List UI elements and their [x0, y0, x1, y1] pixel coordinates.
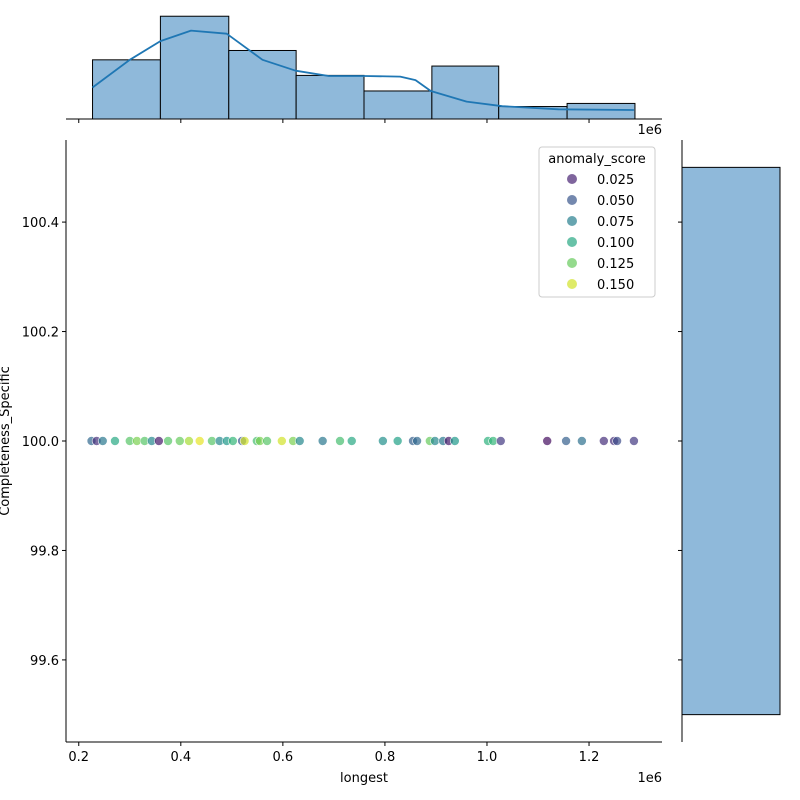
scatter-point [335, 436, 345, 446]
top-marginal-histogram [66, 15, 662, 123]
scatter-point [184, 436, 194, 446]
x-tick-label: 0.2 [68, 750, 89, 765]
scatter-point [561, 436, 571, 446]
legend-label: 0.050 [597, 194, 634, 209]
legend-title: anomaly_score [548, 152, 646, 167]
scatter-point [194, 436, 205, 446]
scatter-point [317, 436, 328, 446]
top-histogram-bar [431, 65, 500, 120]
scatter-point [262, 436, 272, 446]
legend-marker [567, 279, 577, 289]
x-axis-label: longest [340, 771, 388, 786]
legend-marker [567, 195, 577, 205]
scatter-point [228, 436, 238, 446]
scatter-point [97, 436, 108, 446]
scatter-point [154, 436, 164, 446]
x-tick-label: 0.4 [170, 750, 191, 765]
y-tick-label: 100.0 [22, 435, 59, 450]
scatter-point [110, 436, 120, 446]
legend-marker [567, 258, 577, 268]
scatter-point [430, 436, 440, 446]
top-histogram-bar [92, 59, 161, 120]
kde-curve [91, 29, 634, 111]
scatter-point [599, 436, 609, 446]
top-histogram-bar [295, 74, 365, 120]
legend-label: 0.150 [597, 278, 634, 293]
legend-label: 0.125 [597, 257, 634, 272]
top-histogram-bar [363, 90, 433, 120]
scatter-point [542, 436, 552, 446]
top-histogram-bar [566, 102, 636, 120]
y-tick-label: 100.4 [22, 216, 59, 231]
x-tick-label: 0.8 [375, 750, 396, 765]
scatter-point [346, 436, 357, 446]
legend-label: 0.025 [597, 173, 634, 188]
right-marginal-histogram [678, 140, 781, 742]
scatter-point [174, 436, 185, 446]
legend-label: 0.075 [597, 215, 634, 230]
scatter-point [239, 436, 250, 446]
y-tick-label: 99.8 [30, 544, 59, 559]
scatter-point [412, 436, 422, 446]
scatter-point [450, 436, 460, 446]
right-histogram-bar [681, 166, 781, 716]
scatter-point [294, 436, 305, 446]
scatter-point [277, 436, 287, 446]
x-tick-label: 1.2 [579, 750, 600, 765]
top-histogram-bar [228, 49, 297, 120]
legend-marker [567, 237, 577, 247]
y-axis-label: Completeness_Specific [0, 366, 13, 516]
scatter-point [392, 436, 403, 446]
x-tick-label: 0.6 [273, 750, 294, 765]
legend: anomaly_score 0.025 0.050 0.075 0.100 0.125 0… [538, 146, 656, 298]
scatter-point [629, 436, 639, 446]
scatter-axes: 0.2 0.4 0.6 0.8 1.0 1.2 99.6 99.8 100.0 100.2 100.… [22, 140, 662, 765]
scatter-point [163, 436, 173, 446]
x-tick-label: 1.0 [477, 750, 498, 765]
y-tick-label: 99.6 [30, 654, 59, 669]
scatter-point [612, 436, 622, 446]
top-offset-label: 1e6 [637, 123, 662, 138]
y-tick-label: 100.2 [22, 326, 59, 341]
legend-marker [567, 216, 577, 226]
scatter-point [495, 436, 506, 446]
legend-marker [567, 174, 577, 184]
legend-label: 0.100 [597, 236, 634, 251]
x-offset-label: 1e6 [637, 771, 662, 786]
scatter-point [378, 436, 388, 446]
scatter-point [577, 436, 587, 446]
